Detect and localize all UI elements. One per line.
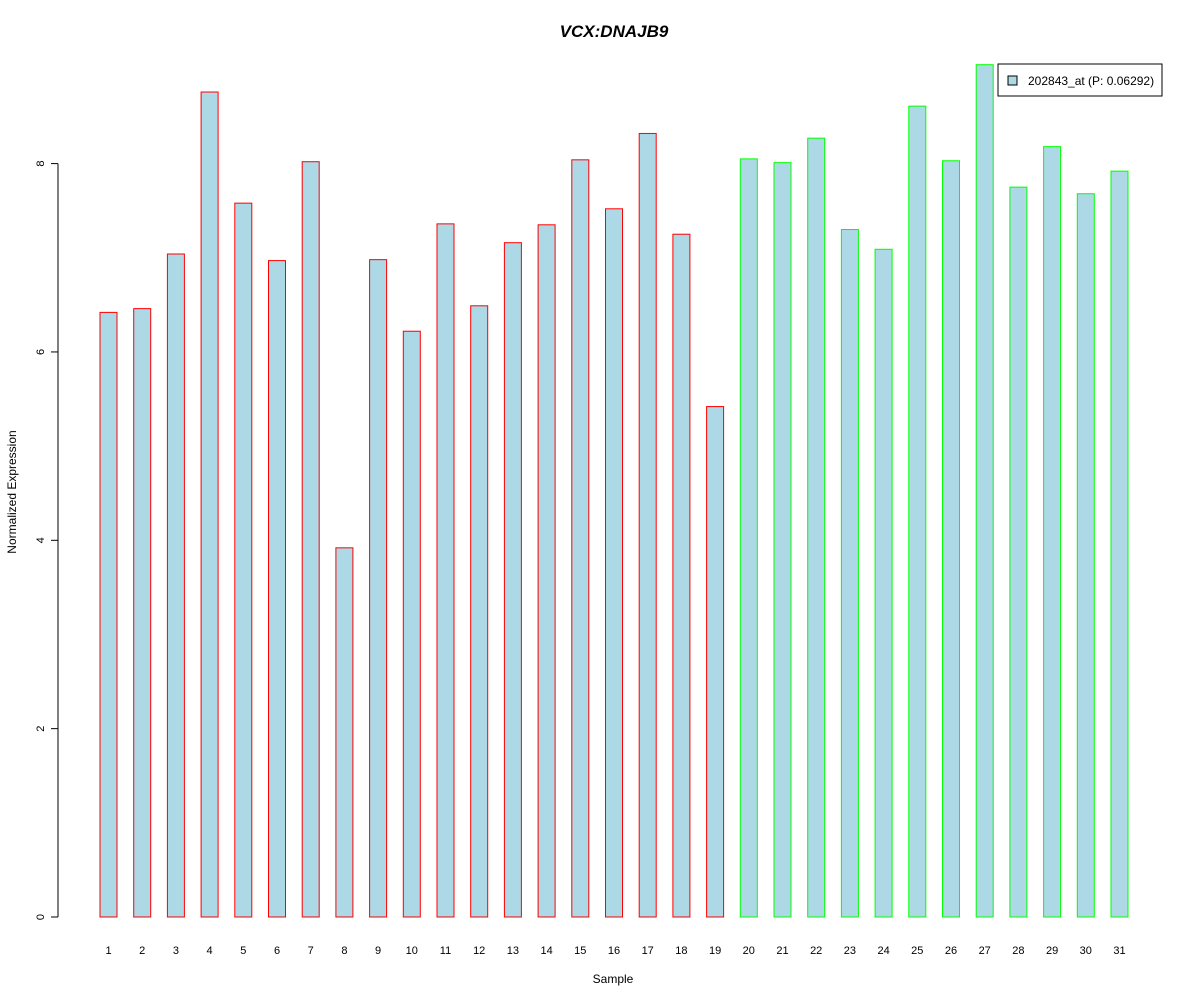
x-tick-label: 19: [709, 945, 721, 957]
chart-title: VCX:DNAJB9: [560, 22, 669, 41]
x-tick-label: 14: [540, 945, 552, 957]
bar-sample-20: [739, 158, 758, 918]
bar-sample-30: [1076, 193, 1095, 918]
bar-sample-17: [638, 132, 657, 918]
bar-sample-16: [605, 208, 623, 918]
x-tick-label: 4: [207, 945, 213, 957]
bar-sample-10: [402, 330, 421, 918]
bar-sample-25: [908, 105, 927, 918]
x-tick-label: 13: [507, 945, 519, 957]
bar-sample-6: [268, 260, 286, 918]
x-tick-label: 29: [1046, 945, 1058, 957]
bar-sample-4: [200, 91, 219, 918]
y-tick-label: 6: [35, 349, 47, 355]
x-tick-label: 30: [1080, 945, 1092, 957]
x-tick-label: 7: [308, 945, 314, 957]
bar-sample-24: [874, 248, 893, 918]
bar-sample-2: [133, 308, 152, 918]
bar-sample-18: [672, 233, 691, 918]
y-tick-label: 4: [35, 537, 47, 543]
x-tick-label: 11: [440, 945, 451, 957]
bar-sample-15: [571, 159, 590, 918]
legend-swatch: [1007, 75, 1018, 86]
bar-sample-1: [99, 311, 118, 918]
y-tick-label: 0: [35, 914, 47, 920]
x-tick-label: 15: [574, 945, 586, 957]
bar-sample-26: [942, 160, 960, 918]
x-tick-label: 26: [945, 945, 957, 957]
bar-sample-11: [436, 223, 455, 918]
y-axis-label: Normalized Expression: [5, 430, 19, 553]
bar-sample-28: [1009, 186, 1028, 918]
x-tick-label: 24: [877, 945, 889, 957]
x-tick-label: 25: [911, 945, 923, 957]
x-tick-label: 2: [139, 945, 145, 957]
x-tick-label: 5: [240, 945, 246, 957]
x-tick-label: 10: [406, 945, 418, 957]
bar-sample-3: [166, 253, 185, 918]
x-tick-label: 8: [341, 945, 347, 957]
x-tick-label: 6: [274, 945, 280, 957]
legend-box: [997, 63, 1163, 97]
y-tick-label: 2: [35, 726, 47, 732]
x-tick-label: 3: [173, 945, 179, 957]
bar-sample-7: [301, 161, 320, 918]
bar-sample-12: [470, 305, 489, 918]
x-tick-label: 16: [608, 945, 620, 957]
x-axis-label: Sample: [593, 972, 634, 986]
bar-sample-31: [1110, 170, 1129, 918]
legend: 202843_at (P: 0.06292): [997, 63, 1163, 97]
x-tick-label: 17: [642, 945, 654, 957]
x-tick-label: 9: [375, 945, 381, 957]
bar-sample-14: [537, 224, 556, 918]
legend-label: 202843_at (P: 0.06292): [1028, 74, 1154, 88]
bar-sample-8: [335, 547, 354, 918]
bar-sample-5: [234, 202, 253, 918]
x-tick-label: 1: [105, 945, 111, 957]
bar-sample-19: [706, 406, 725, 918]
bar-sample-9: [369, 259, 388, 918]
x-tick-label: 20: [743, 945, 755, 957]
x-tick-label: 21: [776, 945, 788, 957]
bars-group: [99, 64, 1129, 918]
y-axis: 0 2 4 6 8: [35, 161, 59, 920]
x-tick-label: 28: [1012, 945, 1024, 957]
bar-sample-23: [840, 229, 859, 918]
x-tick-label: 23: [844, 945, 856, 957]
x-tick-label: 12: [473, 945, 485, 957]
y-tick-label: 8: [35, 161, 47, 167]
bar-sample-22: [807, 137, 826, 918]
x-tick-label: 18: [675, 945, 687, 957]
bar-sample-27: [975, 64, 994, 918]
x-tick-label: 31: [1113, 945, 1125, 957]
x-tick-label: 22: [810, 945, 822, 957]
bar-sample-13: [503, 242, 522, 918]
x-tick-labels: 1 2 3 4 5 6 7 8 9 10 11 12 13 14 15 16 17 18 19 20 21 22 23 24 2…: [105, 945, 1125, 957]
bar-sample-21: [773, 162, 792, 918]
x-tick-label: 27: [979, 945, 991, 957]
bar-sample-29: [1043, 146, 1062, 918]
